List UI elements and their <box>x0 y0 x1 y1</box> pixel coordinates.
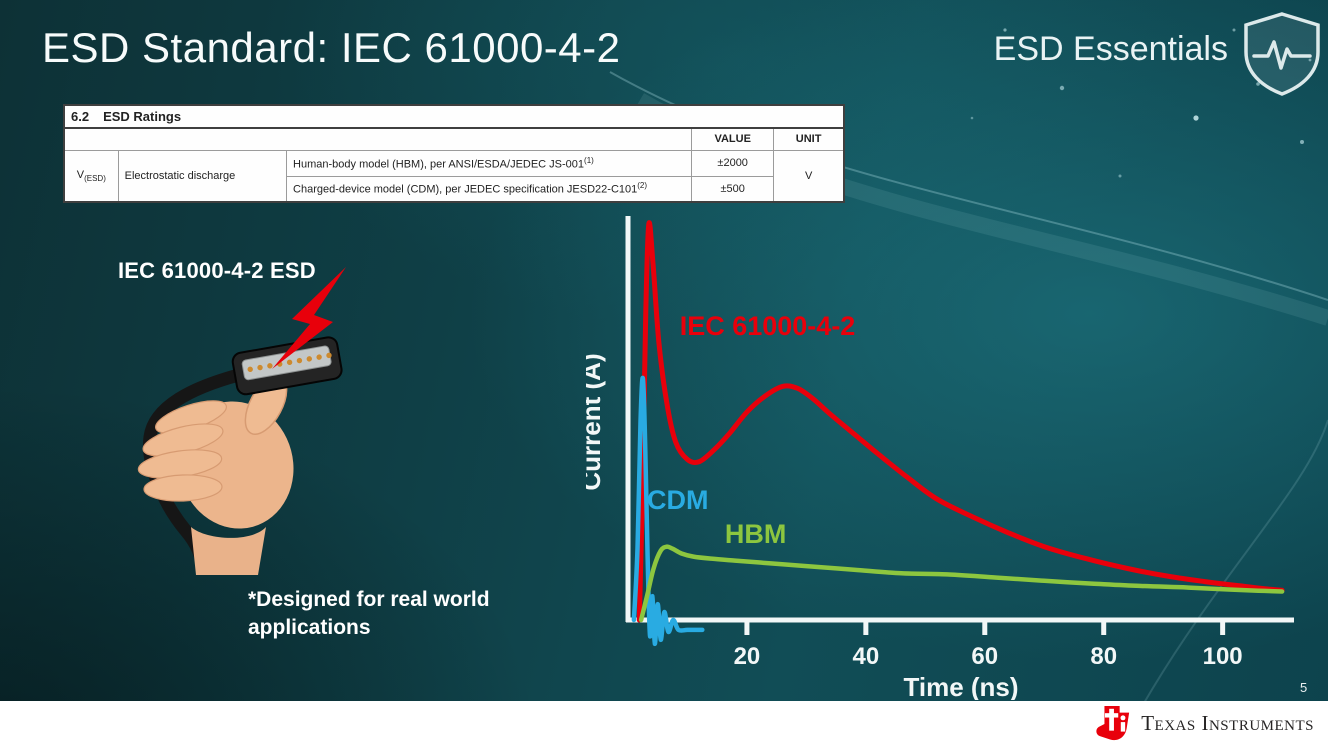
lightning-bolt-icon <box>272 267 346 369</box>
rating-value-hbm: ±2000 <box>691 149 775 177</box>
footer-bar: Texas Instruments <box>0 701 1328 746</box>
footnote: *Designed for real world applications <box>248 586 490 643</box>
test-condition-cdm: Charged-device model (CDM), per JEDEC sp… <box>286 175 693 203</box>
x-tick-label: 60 <box>971 643 998 670</box>
ti-logo-icon <box>1096 705 1130 740</box>
parameter-symbol: V(ESD) <box>63 149 119 203</box>
section-name: ESD Ratings <box>103 109 182 124</box>
series-label-iec-61000-4-2: IEC 61000-4-2 <box>680 311 856 341</box>
x-tick-label: 40 <box>853 643 880 670</box>
x-tick-label: 100 <box>1203 643 1243 670</box>
x-axis-title: Time (ns) <box>903 672 1018 700</box>
table-section-title: 6.2 ESD Ratings <box>63 104 845 129</box>
rating-value-cdm: ±500 <box>691 175 775 203</box>
x-tick-label: 20 <box>734 643 761 670</box>
column-header-unit: UNIT <box>773 127 845 151</box>
esd-waveform-chart: 20 40 60 80 100 Time (ns) Current (A) IEC 61000… <box>576 208 1298 702</box>
y-axis-title: Current (A) <box>586 353 606 490</box>
header-spacer <box>63 127 693 151</box>
footnote-line-2: applications <box>248 616 371 640</box>
chart-canvas: 20 40 60 80 100 Time (ns) Current (A) IEC 61000… <box>576 216 1294 702</box>
series-label-cdm: CDM <box>647 485 709 515</box>
series-brand-title: ESD Essentials <box>993 30 1228 68</box>
column-header-value: VALUE <box>691 127 775 151</box>
series-line-cdm <box>631 375 705 647</box>
esd-ratings-table: 6.2 ESD Ratings VALUE UNIT V(ESD) Electro… <box>63 104 845 203</box>
series-label-hbm: HBM <box>725 519 787 549</box>
page-number: 5 <box>1300 680 1308 695</box>
series-line-iec-61000-4-2 <box>636 220 1285 623</box>
ti-wordmark: Texas Instruments <box>1141 711 1314 735</box>
footnote-line-1: *Designed for real world <box>248 588 490 611</box>
parameter-name: Electrostatic discharge <box>117 149 288 203</box>
hdmi-connector <box>231 336 343 396</box>
rating-unit: V <box>773 149 845 203</box>
esd-shield-pulse-icon <box>1244 12 1320 96</box>
series-line-hbm <box>638 544 1285 623</box>
wrist <box>191 527 266 575</box>
iec-esd-caption: IEC 61000-4-2 ESD <box>118 258 316 283</box>
finger <box>143 474 223 502</box>
section-number: 6.2 <box>71 109 90 124</box>
hand-connector-illustration <box>137 267 346 575</box>
slide-title: ESD Standard: IEC 61000-4-2 <box>42 24 621 71</box>
x-tick-label: 80 <box>1090 643 1117 670</box>
test-condition-hbm: Human-body model (HBM), per ANSI/ESDA/JE… <box>286 149 693 177</box>
